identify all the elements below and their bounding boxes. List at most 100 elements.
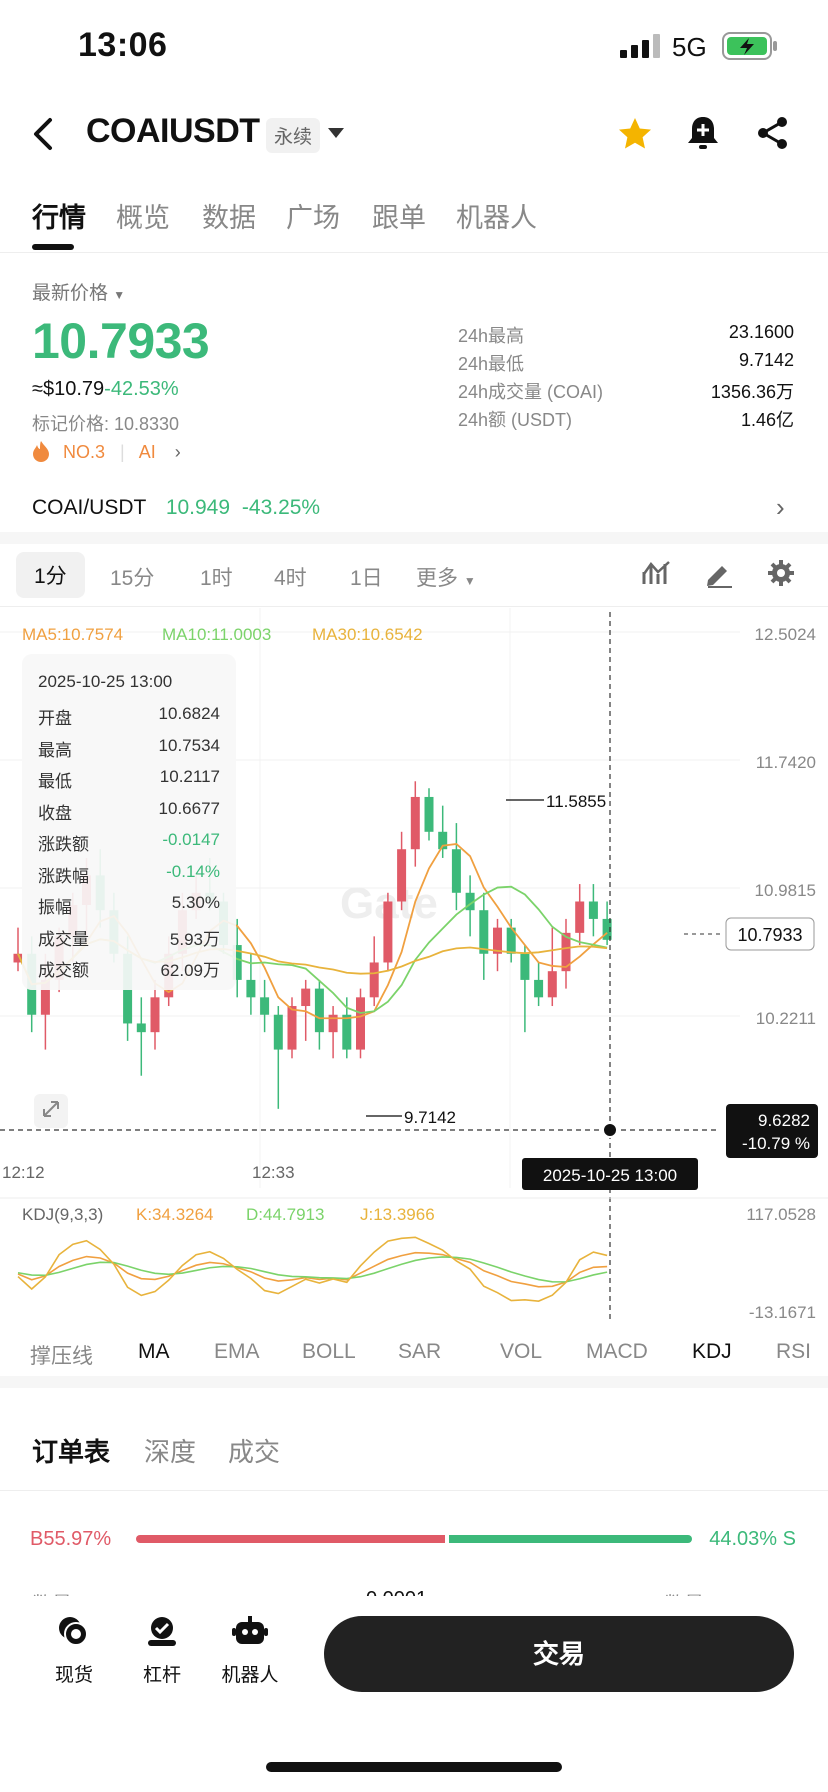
candle-body (438, 831, 448, 850)
candle-body (328, 1014, 338, 1033)
section-divider (0, 1376, 828, 1388)
y-tick-2: 11.7420 (756, 753, 816, 772)
nav-spot[interactable]: 现货 (34, 1614, 114, 1687)
rank-tags[interactable]: NO.3 | AI › (32, 440, 181, 463)
current-price-tag-box (725, 917, 815, 951)
indicator-boll[interactable]: BOLL (302, 1340, 356, 1363)
candle-body (424, 796, 434, 832)
indicator-vol[interactable]: VOL (500, 1340, 543, 1363)
tf-15m[interactable]: 15分 (110, 567, 155, 590)
candle-body (301, 988, 311, 1007)
tooltip-value: 10.2117 (159, 767, 220, 786)
kdj-lines (17, 1236, 608, 1302)
indicator-ma[interactable]: MA (138, 1340, 170, 1363)
crosshair-point (602, 1122, 618, 1138)
tab-data[interactable]: 数据 (202, 203, 256, 233)
nav-margin-label: 杠杆 (142, 1665, 181, 1686)
candle-body (369, 962, 379, 998)
kdj-k: K:34.3264 (136, 1205, 214, 1224)
nav-bots-label: 机器人 (221, 1665, 279, 1686)
candle-body (260, 997, 270, 1015)
caret-down-icon[interactable] (328, 128, 344, 140)
nav-bots[interactable]: 机器人 (210, 1614, 290, 1687)
cursor-price-box (726, 1104, 818, 1158)
settings-gear-icon[interactable] (766, 558, 796, 588)
expand-button[interactable] (34, 1094, 68, 1128)
divider (0, 252, 828, 253)
draw-tool-icon[interactable] (704, 558, 734, 588)
divider (0, 606, 828, 607)
candle-body (561, 932, 571, 972)
last-price: 10.7933 (32, 313, 210, 369)
cursor-percent: -10.79 % (742, 1134, 810, 1153)
tooltip-row: 收盘 10.6677 (38, 799, 220, 831)
chevron-right-icon: › (174, 442, 181, 462)
tf-more[interactable]: 更多 ▼ (416, 567, 476, 590)
change-percent: -42.53% (104, 378, 179, 400)
tab-overview[interactable]: 概览 (116, 203, 170, 233)
tab-bots[interactable]: 机器人 (456, 203, 537, 233)
candle-body (232, 945, 242, 980)
candle-body (356, 997, 365, 1050)
ma30-legend: MA30:10.6542 (312, 625, 423, 644)
tooltip-key: 涨跌额 (38, 835, 89, 854)
tab-order-book[interactable]: 订单表 (32, 1437, 111, 1467)
indicator-support-resistance[interactable]: 撑压线 (30, 1345, 93, 1368)
indicator-macd[interactable]: MACD (586, 1340, 648, 1363)
tab-square[interactable]: 广场 (286, 203, 340, 233)
tab-market[interactable]: 行情 (32, 203, 86, 233)
candle-body (150, 997, 160, 1033)
y-tick-3: 10.9815 (755, 881, 816, 900)
candle-body (273, 1014, 283, 1050)
fire-icon (33, 441, 49, 462)
kdj-d: D:44.7913 (246, 1205, 324, 1224)
tf-1m[interactable]: 1分 (16, 552, 85, 598)
tooltip-key: 最低 (38, 772, 72, 791)
sell-ratio: 44.03% S (709, 1528, 796, 1550)
latest-price-label[interactable]: 最新价格 ▼ (32, 283, 126, 304)
tab-copy-trading[interactable]: 跟单 (372, 203, 426, 233)
stat-low-value: 9.7142 (738, 350, 794, 370)
tooltip-key: 成交额 (38, 961, 89, 980)
category-badge: AI (138, 442, 156, 462)
tooltip-value: 10.7534 (158, 735, 220, 755)
tab-depth[interactable]: 深度 (144, 1437, 197, 1467)
tooltip-row: 最高 10.7534 (38, 736, 220, 768)
stat-volume-label: 24h成交量 (COAI) (458, 382, 604, 402)
trade-button[interactable]: 交易 (324, 1616, 794, 1692)
ohlc-tooltip: 2025-10-25 13:00 开盘 10.6824 最高 10.7534 最低 10.… (22, 654, 236, 990)
kdj-axis-bottom: -13.1671 (749, 1303, 816, 1322)
tab-trades[interactable]: 成交 (228, 1437, 281, 1467)
tf-4h[interactable]: 4时 (274, 567, 307, 590)
candle-body (410, 796, 420, 850)
tf-1d[interactable]: 1日 (350, 567, 383, 590)
status-time: 13:06 (78, 26, 168, 64)
indicator-rsi[interactable]: RSI (776, 1340, 812, 1363)
spot-pair-row[interactable]: COAI/USDT 10.949 -43.25% (32, 496, 320, 520)
back-icon[interactable] (30, 116, 56, 152)
candle-body (465, 892, 475, 911)
candle-body (13, 953, 23, 963)
divider (0, 1490, 828, 1491)
tooltip-value: -0.14% (166, 861, 220, 881)
tooltip-value: 5.93万 (169, 929, 220, 949)
current-price-tag: 10.7933 (737, 925, 802, 945)
star-icon[interactable] (616, 116, 654, 152)
chevron-right-icon[interactable]: › (776, 492, 785, 522)
candle-body (520, 953, 530, 980)
share-icon[interactable] (756, 116, 790, 150)
indicator-kdj[interactable]: KDJ (692, 1340, 732, 1363)
tooltip-key: 开盘 (38, 709, 72, 728)
indicator-icon[interactable] (642, 558, 672, 588)
symbol-title[interactable]: COAIUSDT (86, 112, 260, 150)
tf-1h[interactable]: 1时 (200, 567, 233, 590)
indicator-ema[interactable]: EMA (214, 1340, 260, 1363)
nav-margin[interactable]: 杠杆 (122, 1614, 202, 1687)
timeframe-bar: 1分 15分 1时 4时 1日 更多 ▼ (0, 548, 828, 602)
price-alert-icon[interactable] (686, 114, 720, 152)
stat-turnover-label: 24h额 (USDT) (458, 410, 573, 430)
cursor-price: 9.6282 (758, 1111, 810, 1130)
nav-spot-label: 现货 (54, 1665, 93, 1686)
signal-icon (620, 34, 660, 58)
indicator-sar[interactable]: SAR (398, 1340, 442, 1363)
